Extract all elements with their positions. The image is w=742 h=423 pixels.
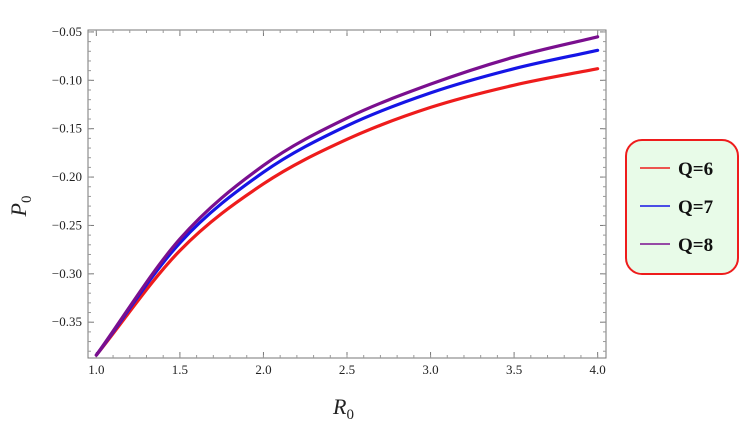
y-tick-label: −0.35 [52,314,82,329]
x-tick-label: 1.0 [88,362,104,377]
y-tick-label: −0.15 [52,121,82,136]
y-axis-title: P0 [6,196,35,218]
x-axis-title: R0 [332,394,354,423]
series-layer [94,35,600,357]
legend-box [625,139,739,275]
x-tick-label: 3.5 [506,362,522,377]
tick-layer: 1.0 1.5 2.0 2.5 3.0 3.5 4.0 −0.35 −0.30 −0.25 −0.2… [52,24,606,377]
y-tick-label: −0.25 [52,217,82,232]
x-tick-label: 2.5 [339,362,355,377]
legend-label: Q=8 [678,235,713,256]
y-tick-label: −0.30 [52,266,82,281]
legend-label: Q=7 [678,197,714,218]
legend-items: Q=6 Q=7 Q=8 [640,159,714,256]
legend: Q=6 Q=7 Q=8 [625,139,739,275]
x-tick-label: 1.5 [172,362,188,377]
series-line-q-6 [94,67,600,357]
y-tick-label: −0.05 [52,24,82,39]
legend-label: Q=6 [678,159,713,180]
y-tick-label: −0.20 [52,169,82,184]
series-line-q-8 [94,35,600,357]
y-tick-label: −0.10 [52,72,82,87]
x-tick-label: 4.0 [590,362,606,377]
x-tick-label: 3.0 [422,362,438,377]
series-line-q-7 [94,48,600,357]
x-tick-label: 2.0 [255,362,271,377]
plot-frame [87,29,607,359]
